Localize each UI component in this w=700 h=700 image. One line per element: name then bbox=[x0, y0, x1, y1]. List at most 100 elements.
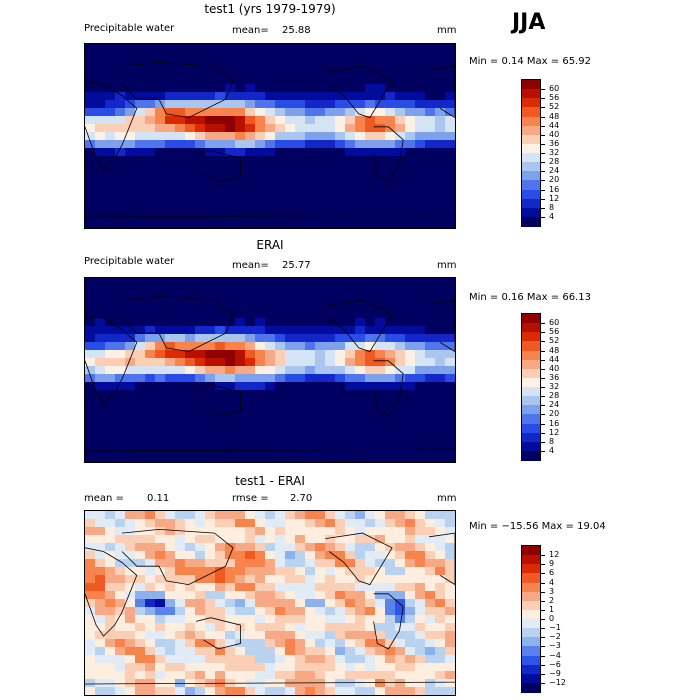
field-cell bbox=[115, 543, 126, 552]
field-cell bbox=[125, 406, 136, 415]
field-cell bbox=[345, 358, 356, 367]
field-cell bbox=[305, 430, 316, 439]
field-cell bbox=[375, 623, 386, 632]
field-cell bbox=[125, 519, 136, 528]
field-cell bbox=[415, 511, 426, 520]
field-cell bbox=[265, 647, 276, 656]
field-cell bbox=[325, 342, 336, 351]
field-cell bbox=[415, 44, 426, 53]
field-cell bbox=[215, 68, 226, 77]
field-cell bbox=[255, 148, 266, 157]
field-cell bbox=[445, 607, 455, 616]
field-cell bbox=[355, 84, 366, 93]
field-cell bbox=[445, 350, 455, 359]
field-cell bbox=[325, 567, 336, 576]
field-cell bbox=[235, 334, 246, 343]
field-cell bbox=[245, 535, 256, 544]
field-cell bbox=[315, 430, 326, 439]
field-cell bbox=[375, 156, 386, 165]
field-cell bbox=[395, 164, 406, 173]
field-cell bbox=[235, 519, 246, 528]
field-cell bbox=[265, 438, 276, 447]
field-cell bbox=[155, 535, 166, 544]
field-cell bbox=[155, 623, 166, 632]
field-cell bbox=[275, 68, 286, 77]
field-cell bbox=[345, 382, 356, 391]
field-cell bbox=[225, 438, 236, 447]
field-cell bbox=[175, 430, 186, 439]
field-cell bbox=[115, 639, 126, 648]
field-cell bbox=[375, 679, 386, 688]
field-cell bbox=[415, 438, 426, 447]
colorbar-swatch bbox=[522, 646, 540, 656]
field-cell bbox=[405, 188, 416, 197]
field-cell bbox=[135, 414, 146, 423]
field-cell bbox=[205, 100, 216, 109]
field-cell bbox=[265, 567, 276, 576]
field-cell bbox=[205, 655, 216, 664]
field-cell bbox=[105, 220, 116, 228]
field-cell bbox=[105, 278, 116, 287]
field-cell bbox=[305, 390, 316, 399]
field-cell bbox=[145, 454, 156, 462]
field-cell bbox=[425, 294, 436, 303]
field-cell bbox=[95, 188, 106, 197]
field-cell bbox=[375, 124, 386, 133]
field-cell bbox=[145, 543, 156, 552]
field-cell bbox=[405, 623, 416, 632]
field-cell bbox=[375, 382, 386, 391]
field-cell bbox=[115, 559, 126, 568]
field-cell bbox=[105, 350, 116, 359]
field-cell bbox=[85, 334, 96, 343]
field-cell bbox=[405, 132, 416, 141]
field-cell bbox=[405, 358, 416, 367]
field-cell bbox=[425, 639, 436, 648]
field-cell bbox=[205, 687, 216, 695]
field-cell bbox=[445, 591, 455, 600]
field-cell bbox=[195, 60, 206, 69]
field-cell bbox=[275, 599, 286, 608]
field-cell bbox=[305, 148, 316, 157]
field-cell bbox=[285, 294, 296, 303]
field-cell bbox=[95, 204, 106, 213]
field-cell bbox=[115, 188, 126, 197]
panel-left-value-diff: 0.11 bbox=[147, 493, 170, 504]
field-cell bbox=[135, 687, 146, 695]
field-cell bbox=[405, 318, 416, 327]
field-cell bbox=[185, 366, 196, 375]
field-cell bbox=[145, 374, 156, 383]
field-cell bbox=[115, 655, 126, 664]
field-cell bbox=[255, 374, 266, 383]
colorbar-swatch bbox=[522, 107, 540, 117]
field-cell bbox=[95, 631, 106, 640]
field-cell bbox=[395, 140, 406, 149]
field-cell bbox=[305, 342, 316, 351]
field-cell bbox=[215, 326, 226, 335]
field-cell bbox=[375, 164, 386, 173]
colorbar-model: 60 56 52 48 44 40 36 32 28 24 20 16 12 8 4 bbox=[521, 79, 601, 227]
field-cell bbox=[275, 132, 286, 141]
field-cell bbox=[255, 647, 266, 656]
field-cell bbox=[145, 108, 156, 117]
field-cell bbox=[265, 196, 276, 205]
field-cell bbox=[285, 358, 296, 367]
field-cell bbox=[195, 302, 206, 311]
field-cell bbox=[325, 438, 336, 447]
field-cell bbox=[395, 92, 406, 101]
field-cell bbox=[225, 140, 236, 149]
field-cell bbox=[435, 543, 446, 552]
field-cell bbox=[355, 196, 366, 205]
field-cell bbox=[165, 294, 176, 303]
colorbar-tick-label: 36 bbox=[549, 372, 560, 382]
field-cell bbox=[195, 92, 206, 101]
field-cell bbox=[355, 326, 366, 335]
field-cell bbox=[255, 172, 266, 181]
field-cell bbox=[375, 390, 386, 399]
field-cell bbox=[145, 294, 156, 303]
field-cell bbox=[215, 318, 226, 327]
field-cell bbox=[205, 310, 216, 319]
field-cell bbox=[295, 342, 306, 351]
field-cell bbox=[315, 148, 326, 157]
field-cell bbox=[325, 430, 336, 439]
field-cell bbox=[245, 334, 256, 343]
